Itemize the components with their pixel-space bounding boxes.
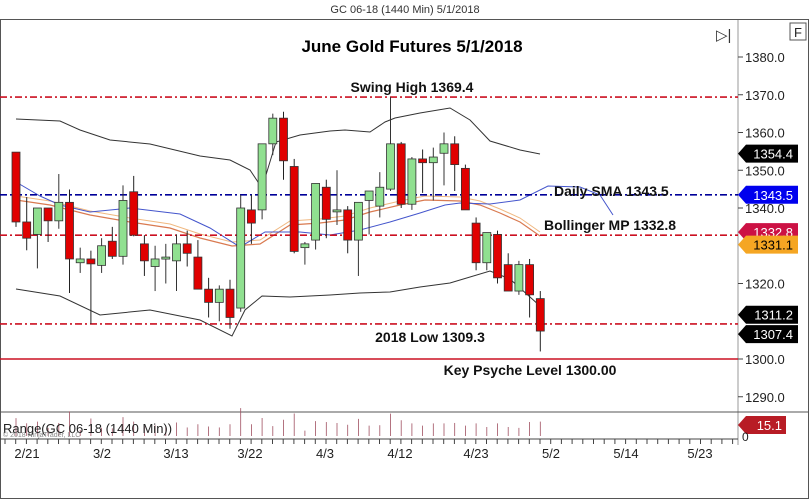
candle-body[interactable] bbox=[214, 288, 224, 303]
candle-body[interactable] bbox=[22, 221, 32, 239]
candle-body[interactable] bbox=[65, 201, 74, 260]
candle-body[interactable] bbox=[396, 143, 406, 205]
f-button[interactable] bbox=[789, 22, 807, 41]
x-tick-label: 5/2 bbox=[542, 446, 560, 461]
chart-title: June Gold Futures 5/1/2018 bbox=[301, 37, 522, 56]
candle-body[interactable] bbox=[311, 183, 321, 241]
candle-body[interactable] bbox=[300, 243, 310, 249]
candle-body[interactable] bbox=[11, 151, 21, 223]
candle-body[interactable] bbox=[418, 158, 428, 164]
candle-body[interactable] bbox=[150, 258, 160, 267]
y-tick-label: 1300.0 bbox=[745, 352, 785, 367]
candle-body[interactable] bbox=[375, 186, 385, 207]
bollinger-upper-band bbox=[15, 107, 541, 190]
candle-body[interactable] bbox=[439, 143, 449, 154]
annotation-label: Key Psyche Level 1300.00 bbox=[444, 362, 617, 378]
x-tick-label: 3/2 bbox=[93, 446, 111, 461]
y-tick-label: 1360.0 bbox=[745, 126, 785, 141]
candle-body[interactable] bbox=[503, 264, 513, 292]
candle-body[interactable] bbox=[450, 143, 460, 165]
candle-body[interactable] bbox=[289, 166, 299, 252]
indicator-label: Range(GC 06-18 (1440 Min)) bbox=[3, 421, 172, 436]
candle-body[interactable] bbox=[386, 143, 395, 190]
candle-body[interactable] bbox=[118, 200, 128, 257]
candle-body[interactable] bbox=[514, 264, 524, 292]
candle-body[interactable] bbox=[246, 209, 256, 224]
candle-body[interactable] bbox=[364, 190, 374, 201]
candle-body[interactable] bbox=[204, 288, 214, 303]
candle-body[interactable] bbox=[332, 209, 342, 213]
svg-text:F: F bbox=[794, 25, 802, 40]
chart-frame bbox=[0, 19, 809, 499]
x-tick-label: 4/23 bbox=[463, 446, 488, 461]
candle-body[interactable] bbox=[193, 256, 203, 290]
price-tag-value: 1331.1 bbox=[753, 238, 793, 253]
candle-body[interactable] bbox=[268, 117, 278, 145]
bollinger-lower-band bbox=[15, 270, 541, 337]
candle-body[interactable] bbox=[54, 201, 64, 222]
watermark: © 2018 NinjaTrader, LLC bbox=[3, 431, 80, 439]
price-tag-value: 1307.4 bbox=[753, 327, 793, 342]
candle-body[interactable] bbox=[525, 264, 534, 296]
x-tick-label: 5/23 bbox=[687, 446, 712, 461]
candle-body[interactable] bbox=[86, 258, 96, 265]
annotation-label: Bollinger MP 1332.8 bbox=[544, 217, 676, 233]
candle-body[interactable] bbox=[129, 191, 139, 236]
range-value: 15.1 bbox=[757, 418, 782, 433]
candle-body[interactable] bbox=[493, 234, 502, 279]
price-tag-value: 1343.5 bbox=[753, 188, 793, 203]
annotation-label: Daily SMA 1343.5 bbox=[554, 183, 669, 199]
candle-body[interactable] bbox=[482, 232, 492, 264]
chart-window-header: GC 06-18 (1440 Min) 5/1/2018 bbox=[330, 4, 480, 16]
candle-body[interactable] bbox=[471, 222, 481, 264]
scroll-to-end-icon[interactable]: ▷| bbox=[716, 27, 731, 44]
price-tag bbox=[738, 325, 798, 344]
y-tick-label: 1340.0 bbox=[745, 201, 785, 216]
y-tick-label: 1320.0 bbox=[745, 277, 785, 292]
price-tag-value: 1311.2 bbox=[754, 308, 793, 323]
x-tick-label: 5/14 bbox=[613, 446, 638, 461]
candle-body[interactable] bbox=[321, 186, 331, 220]
candle-body[interactable] bbox=[225, 288, 235, 318]
x-tick-label: 2/21 bbox=[14, 446, 39, 461]
range-value-tag bbox=[738, 416, 786, 434]
candle-body[interactable] bbox=[343, 209, 353, 241]
price-tag bbox=[738, 185, 798, 204]
y-tick-label: 1350.0 bbox=[745, 163, 785, 178]
candle-body[interactable] bbox=[97, 245, 106, 266]
range-zero-label: 0 bbox=[742, 430, 749, 444]
candle-body[interactable] bbox=[161, 256, 171, 260]
candle-body[interactable] bbox=[428, 156, 438, 164]
x-tick-label: 3/13 bbox=[163, 446, 188, 461]
y-tick-label: 1380.0 bbox=[745, 50, 785, 65]
candle-body[interactable] bbox=[172, 243, 181, 262]
price-tag bbox=[738, 144, 798, 163]
candle-body[interactable] bbox=[236, 207, 246, 309]
candle-body[interactable] bbox=[139, 243, 149, 262]
price-tag bbox=[738, 235, 798, 254]
candle-body[interactable] bbox=[182, 243, 192, 254]
y-tick-label: 1290.0 bbox=[745, 390, 785, 405]
x-tick-label: 3/22 bbox=[237, 446, 262, 461]
candle-body[interactable] bbox=[43, 207, 53, 222]
y-tick-label: 1370.0 bbox=[745, 88, 785, 103]
x-tick-label: 4/3 bbox=[316, 446, 334, 461]
price-tag bbox=[738, 305, 798, 324]
candle-body[interactable] bbox=[107, 240, 117, 257]
candle-body[interactable] bbox=[279, 117, 288, 162]
candle-body[interactable] bbox=[353, 201, 363, 241]
candle-body[interactable] bbox=[33, 207, 42, 235]
x-tick-label: 4/12 bbox=[387, 446, 412, 461]
annotation-label: Swing High 1369.4 bbox=[351, 79, 474, 95]
candle-body[interactable] bbox=[535, 298, 545, 332]
candle-body[interactable] bbox=[460, 167, 470, 211]
price-tag-value: 1354.4 bbox=[753, 147, 793, 162]
annotation-label: 2018 Low 1309.3 bbox=[375, 329, 485, 345]
candle-body[interactable] bbox=[75, 258, 85, 264]
candle-body[interactable] bbox=[257, 143, 267, 211]
candle-body[interactable] bbox=[407, 158, 417, 205]
